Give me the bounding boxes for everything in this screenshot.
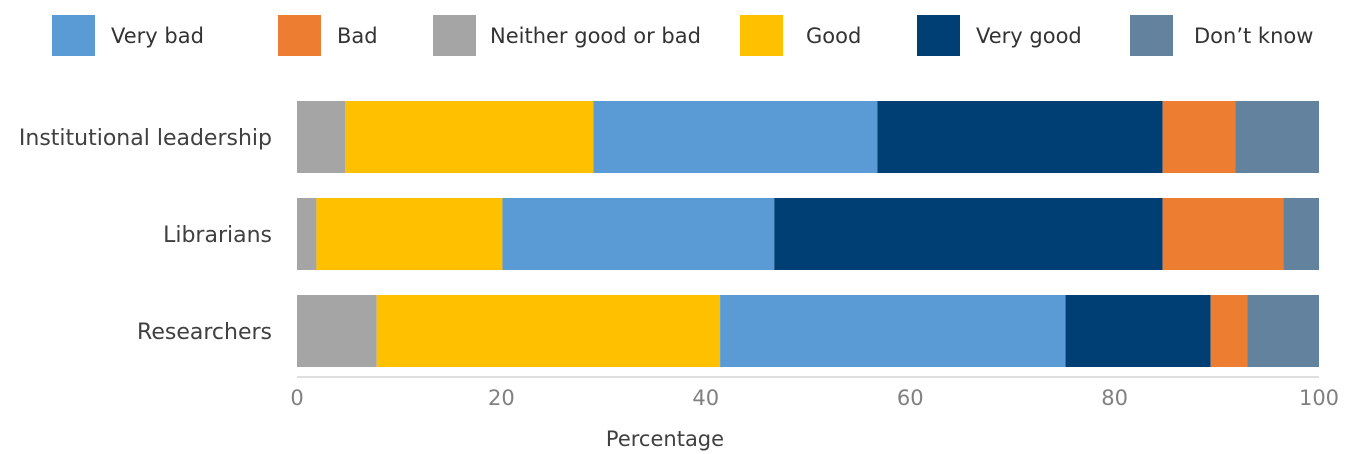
- category-labels: Institutional leadership Librarians Resear…: [19, 126, 272, 345]
- x-tick-label-80: 80: [1101, 386, 1128, 410]
- bar-librarians-bad: [1162, 198, 1284, 270]
- x-tick-label-100: 100: [1299, 386, 1339, 410]
- legend-label-bad: Bad: [337, 24, 378, 48]
- category-label-institutional-leadership: Institutional leadership: [19, 126, 272, 151]
- bar-researchers-bad: [1210, 295, 1248, 367]
- legend-label-don-t-know: Don’t know: [1194, 24, 1313, 48]
- bar-researchers-neither-good-or-bad: [297, 295, 377, 367]
- legend-swatch-good: [740, 15, 783, 56]
- bar-researchers-very-bad: [720, 295, 1066, 367]
- category-label-librarians: Librarians: [163, 223, 272, 248]
- x-tick-label-20: 20: [488, 386, 515, 410]
- legend-swatch-very-good: [917, 15, 960, 56]
- bar-librarians-good: [316, 198, 503, 270]
- bar-researchers-don-t-know: [1247, 295, 1319, 367]
- bar-institutional-leadership-good: [345, 101, 594, 173]
- bar-institutional-leadership-bad: [1162, 101, 1236, 173]
- legend-swatch-very-bad: [52, 15, 95, 56]
- bar-librarians-very-bad: [502, 198, 775, 270]
- x-axis-ticks: 0 20 40 60 80 100: [290, 386, 1339, 410]
- bar-institutional-leadership-neither-good-or-bad: [297, 101, 346, 173]
- bar-librarians-don-t-know: [1283, 198, 1319, 270]
- legend-label-good: Good: [806, 24, 861, 48]
- legend-label-neither-good-or-bad: Neither good or bad: [490, 24, 701, 48]
- bar-librarians-neither-good-or-bad: [297, 198, 317, 270]
- category-label-researchers: Researchers: [137, 320, 272, 345]
- bars: [297, 101, 1319, 367]
- legend-label-very-good: Very good: [976, 24, 1082, 48]
- legend-label-very-bad: Very bad: [111, 24, 204, 48]
- bar-institutional-leadership-very-bad: [593, 101, 878, 173]
- x-tick-label-60: 60: [897, 386, 924, 410]
- legend-swatch-bad: [278, 15, 321, 56]
- x-tick-label-0: 0: [290, 386, 303, 410]
- x-tick-label-40: 40: [692, 386, 719, 410]
- legend-swatch-don-t-know: [1130, 15, 1173, 56]
- legend-swatch-neither-good-or-bad: [433, 15, 476, 56]
- x-axis-title: Percentage: [606, 427, 724, 451]
- bar-institutional-leadership-don-t-know: [1235, 101, 1319, 173]
- bar-librarians-very-good: [774, 198, 1163, 270]
- bar-researchers-good: [376, 295, 721, 367]
- bar-researchers-very-good: [1065, 295, 1211, 367]
- legend: Very bad Bad Neither good or bad Good Very g…: [52, 15, 1313, 56]
- bar-institutional-leadership-very-good: [877, 101, 1163, 173]
